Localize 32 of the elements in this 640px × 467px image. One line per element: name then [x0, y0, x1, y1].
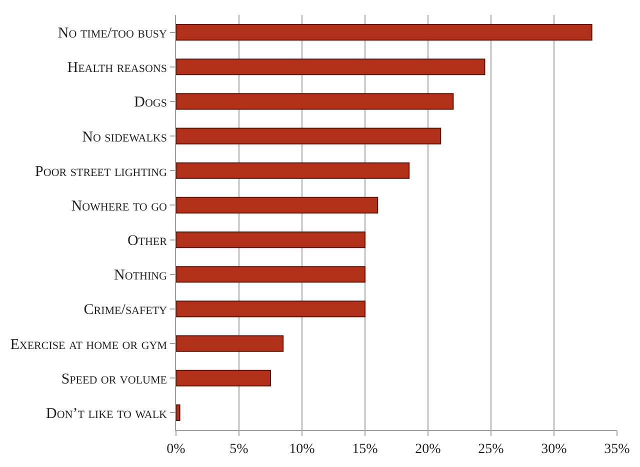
x-tick-label: 10% — [289, 442, 316, 457]
y-tick-label: Nowhere to go — [71, 198, 168, 214]
bar — [176, 370, 271, 386]
bar — [176, 404, 180, 421]
y-tick-label: Speed or volume — [61, 371, 168, 388]
x-tick-label: 20% — [415, 442, 442, 457]
x-tick-label: 25% — [478, 442, 504, 457]
bar — [176, 196, 378, 214]
x-tick-label: 30% — [541, 442, 568, 457]
bar — [176, 335, 284, 352]
x-tick-label: 5% — [230, 442, 249, 457]
bar — [176, 300, 366, 318]
y-tick-label: Health reasons — [67, 60, 167, 76]
y-tick-label: Poor street lighting — [35, 164, 168, 180]
x-tick-label: 0% — [166, 442, 186, 457]
bar — [176, 232, 366, 248]
y-tick-label: Other — [127, 233, 168, 250]
x-tick-label: 35% — [604, 442, 630, 457]
bar — [176, 24, 592, 41]
x-tick-label: 15% — [352, 442, 378, 457]
bar — [176, 93, 454, 110]
y-tick-label: Nothing — [114, 268, 168, 284]
y-tick-label: No sidewalks — [82, 129, 167, 146]
bar — [176, 162, 410, 179]
y-tick-label: Crime/safety — [84, 302, 168, 318]
y-tick-label: Don’t like to walk — [46, 406, 168, 422]
y-tick-label: No time/too busy — [58, 26, 168, 42]
bar — [176, 58, 486, 76]
bar — [176, 266, 366, 283]
y-tick-label: Exercise at home or gym — [10, 336, 168, 353]
bar — [176, 128, 442, 144]
y-tick-label: Dogs — [134, 94, 167, 111]
